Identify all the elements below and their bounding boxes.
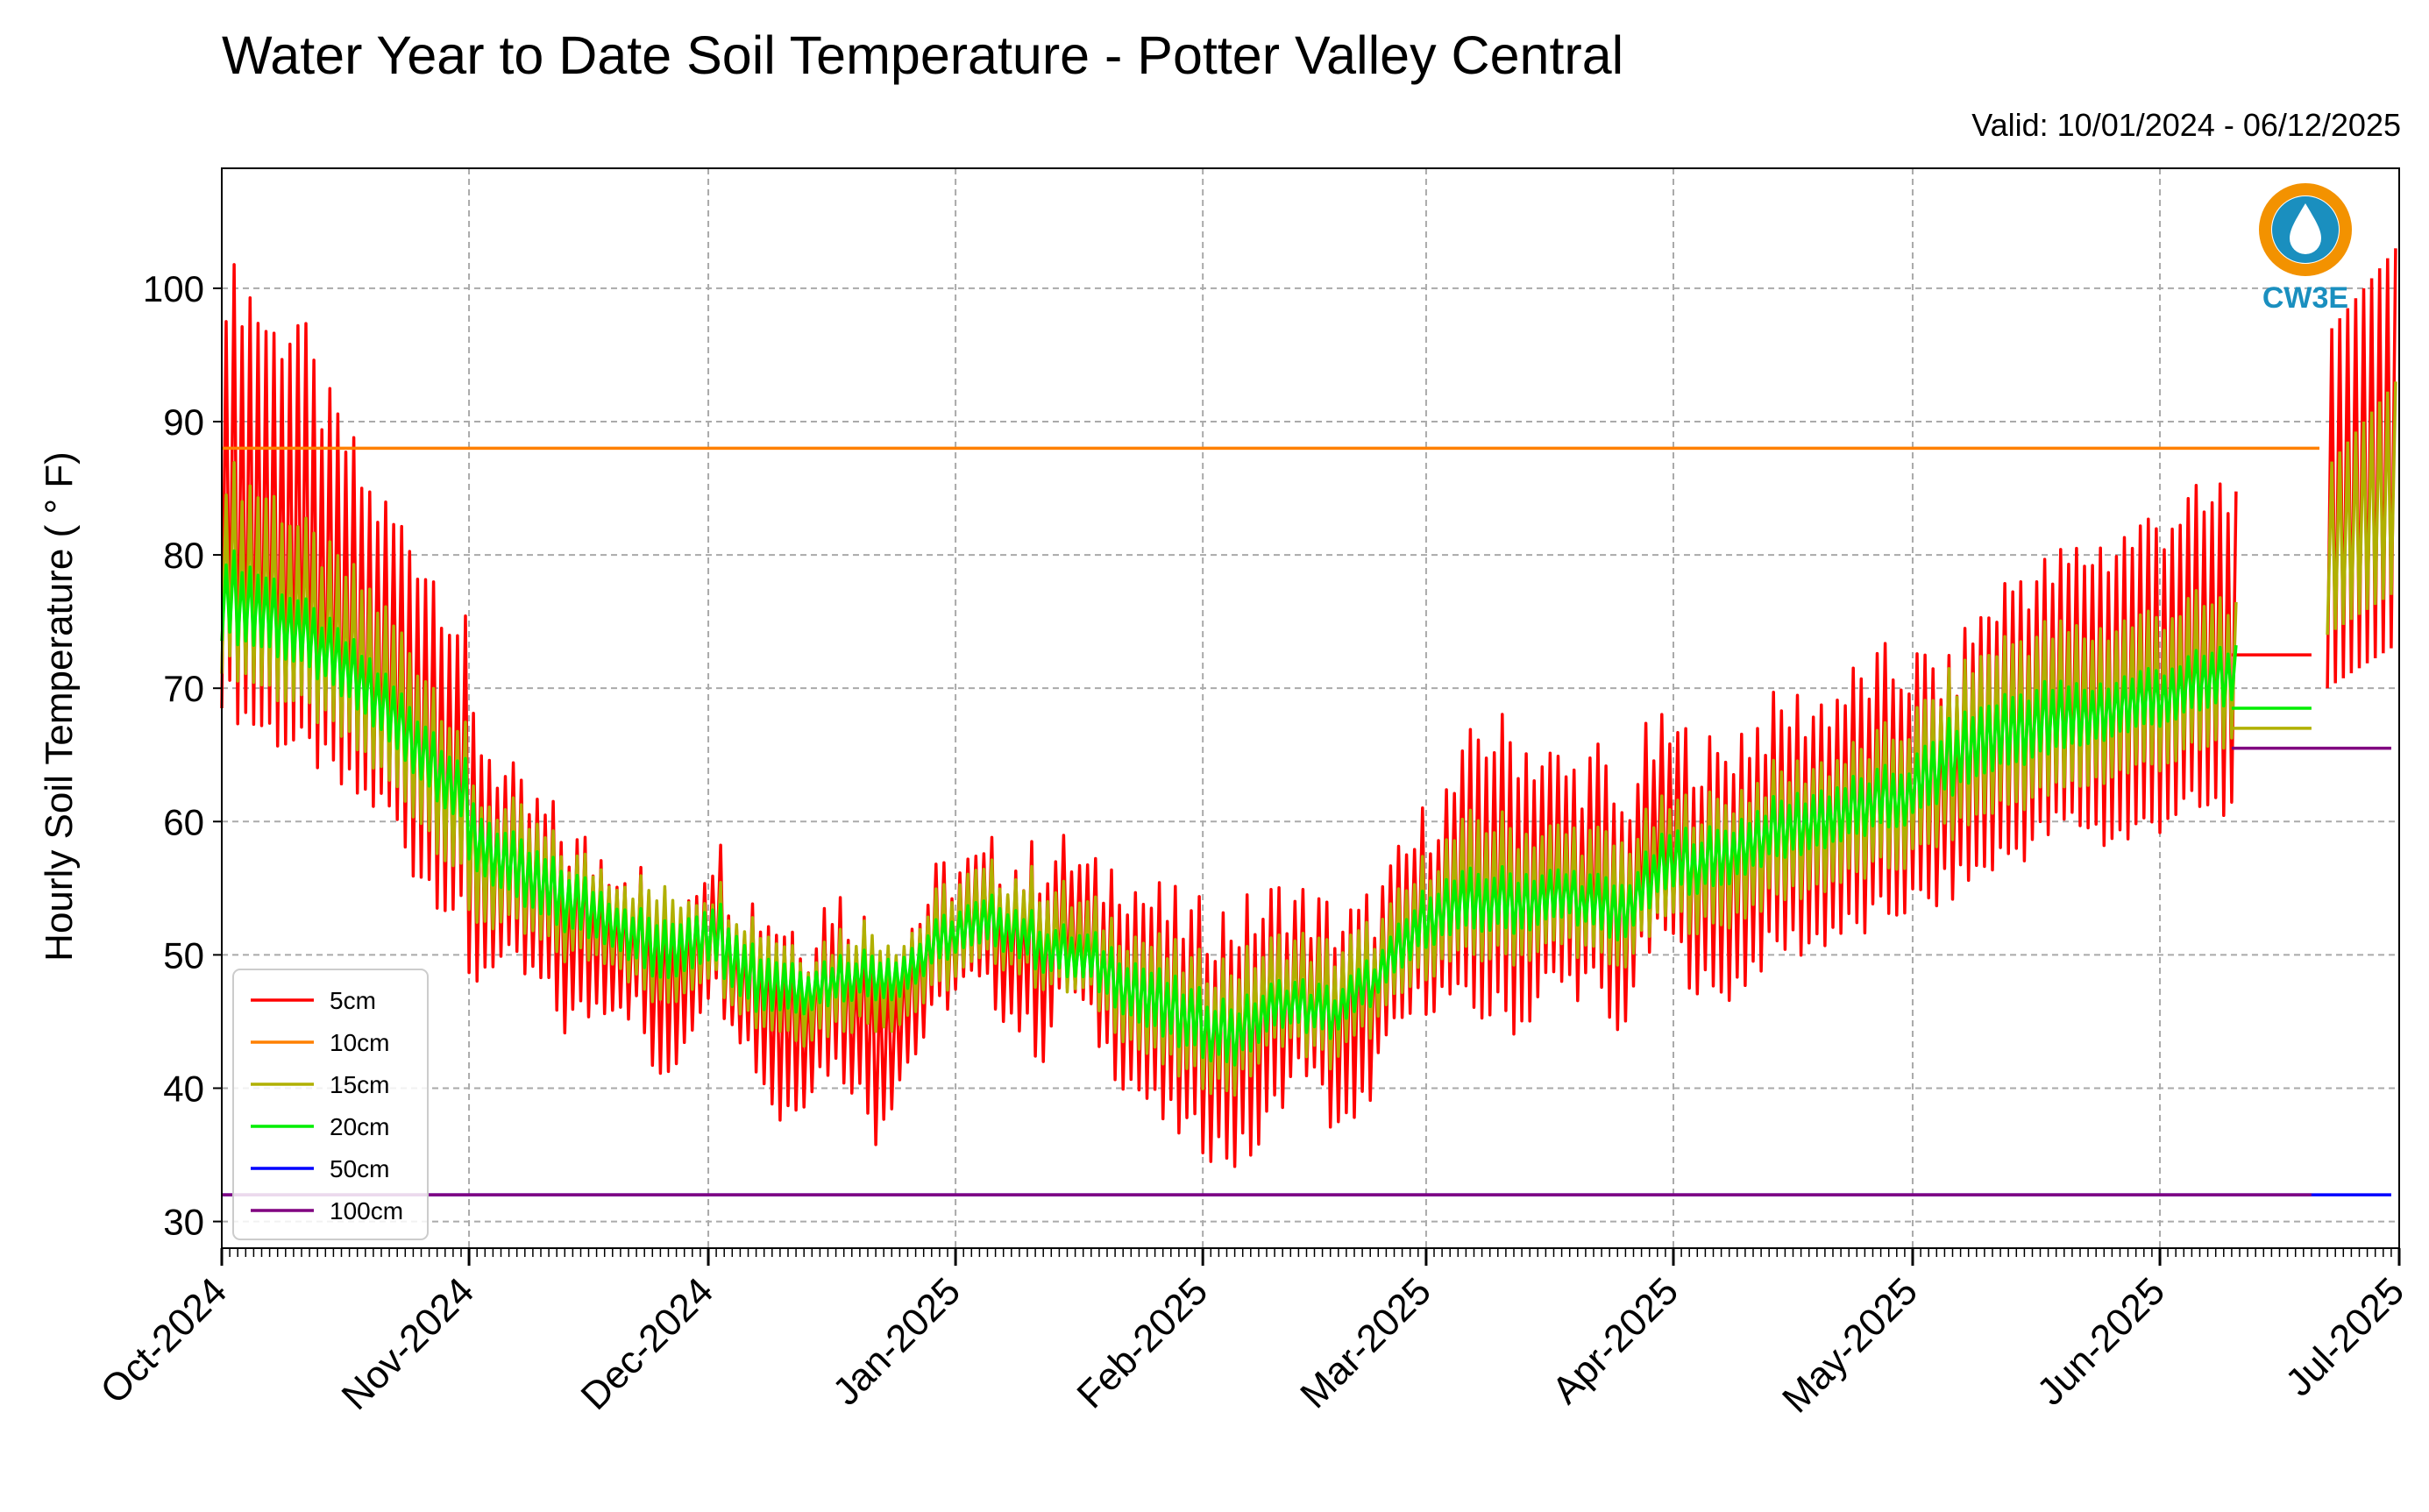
y-tick-label: 30 bbox=[163, 1202, 204, 1243]
chart-title: Water Year to Date Soil Temperature - Po… bbox=[222, 25, 1624, 85]
series-15cm bbox=[220, 381, 2397, 1097]
plot-area bbox=[220, 248, 2397, 1196]
x-tick-label: Nov-2024 bbox=[334, 1269, 483, 1418]
legend-box bbox=[232, 969, 429, 1240]
legend-label: 10cm bbox=[330, 1029, 389, 1056]
legend-label: 5cm bbox=[330, 987, 376, 1014]
y-tick-label: 80 bbox=[163, 535, 204, 576]
logo-ring bbox=[2259, 183, 2352, 276]
legend: 5cm 10cm 15cm 20cm 50cm 100cm bbox=[232, 969, 429, 1240]
y-tick-label: 70 bbox=[163, 668, 204, 709]
logo-text: CW3E bbox=[2262, 281, 2348, 315]
x-tick-label: Mar-2025 bbox=[1292, 1269, 1439, 1416]
chart-subtitle: Valid: 10/01/2024 - 06/12/2025 bbox=[1971, 107, 2401, 143]
legend-label: 50cm bbox=[330, 1155, 389, 1182]
droplet-icon bbox=[2290, 203, 2321, 254]
legend-label: 20cm bbox=[330, 1113, 389, 1140]
legend-label: 100cm bbox=[330, 1197, 403, 1225]
plot-frame bbox=[221, 167, 2400, 1249]
series-100cm bbox=[222, 746, 2391, 1196]
y-tick-label: 90 bbox=[163, 401, 204, 443]
series-20cm bbox=[220, 549, 2312, 1067]
cw3e-logo: CW3E bbox=[2259, 183, 2352, 315]
x-tick-label: Jul-2025 bbox=[2277, 1269, 2412, 1404]
y-axis-label: Hourly Soil Temperature ( ° F) bbox=[38, 451, 81, 962]
y-tick-label: 40 bbox=[163, 1068, 204, 1109]
x-tick-label: Jun-2025 bbox=[2029, 1269, 2173, 1413]
x-tick-label: May-2025 bbox=[1774, 1269, 1926, 1421]
x-tick-label: Apr-2025 bbox=[1544, 1269, 1687, 1412]
x-tick-label: Feb-2025 bbox=[1069, 1269, 1216, 1416]
x-tick-label: Dec-2024 bbox=[573, 1269, 722, 1418]
series-line-segment bbox=[2326, 381, 2397, 635]
y-tick-label: 100 bbox=[143, 268, 204, 309]
grid-lines bbox=[221, 168, 2400, 1248]
x-tick-label: Jan-2025 bbox=[825, 1269, 969, 1413]
series-line bbox=[220, 549, 2238, 1067]
x-tick-label: Oct-2024 bbox=[92, 1269, 235, 1412]
y-tick-label: 60 bbox=[163, 801, 204, 842]
y-tick-label: 50 bbox=[163, 934, 204, 976]
legend-label: 15cm bbox=[330, 1071, 389, 1098]
x-minor-ticks bbox=[221, 1248, 2400, 1257]
